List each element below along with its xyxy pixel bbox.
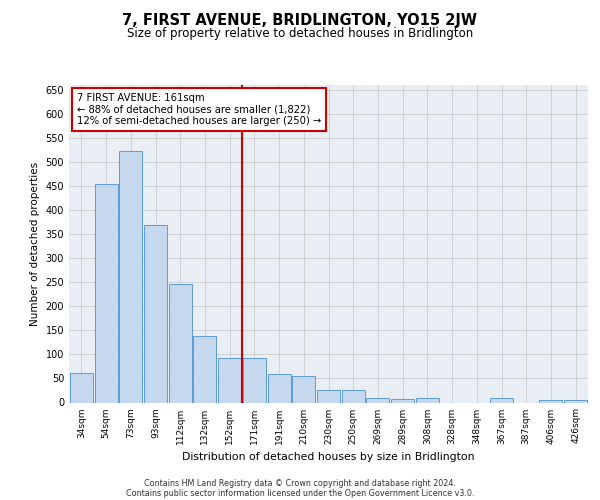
- Bar: [193, 336, 217, 402]
- Text: 7 FIRST AVENUE: 161sqm
← 88% of detached houses are smaller (1,822)
12% of semi-: 7 FIRST AVENUE: 161sqm ← 88% of detached…: [77, 93, 321, 126]
- Bar: [416, 398, 439, 402]
- Y-axis label: Number of detached properties: Number of detached properties: [30, 162, 40, 326]
- Bar: [342, 390, 365, 402]
- Bar: [490, 398, 513, 402]
- X-axis label: Distribution of detached houses by size in Bridlington: Distribution of detached houses by size …: [182, 452, 475, 462]
- Bar: [95, 184, 118, 402]
- Bar: [292, 376, 315, 402]
- Bar: [539, 400, 562, 402]
- Bar: [268, 374, 290, 402]
- Text: Contains HM Land Registry data © Crown copyright and database right 2024.: Contains HM Land Registry data © Crown c…: [144, 478, 456, 488]
- Bar: [367, 398, 389, 402]
- Text: Contains public sector information licensed under the Open Government Licence v3: Contains public sector information licen…: [126, 488, 474, 498]
- Bar: [564, 400, 587, 402]
- Bar: [391, 399, 414, 402]
- Text: 7, FIRST AVENUE, BRIDLINGTON, YO15 2JW: 7, FIRST AVENUE, BRIDLINGTON, YO15 2JW: [122, 12, 478, 28]
- Bar: [119, 152, 142, 402]
- Bar: [243, 358, 266, 403]
- Bar: [70, 372, 93, 402]
- Bar: [317, 390, 340, 402]
- Bar: [218, 358, 241, 403]
- Text: Size of property relative to detached houses in Bridlington: Size of property relative to detached ho…: [127, 28, 473, 40]
- Bar: [144, 226, 167, 402]
- Bar: [169, 284, 192, 403]
